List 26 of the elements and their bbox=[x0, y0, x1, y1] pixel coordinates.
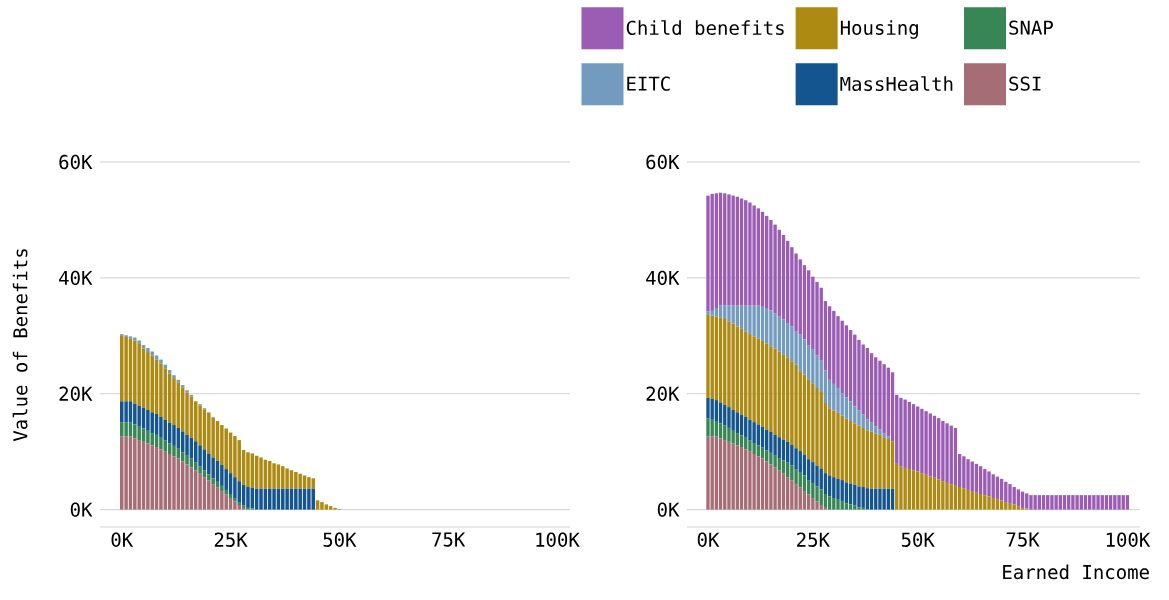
legend-label: Child benefits bbox=[626, 20, 784, 36]
y-tick-label: 20K bbox=[646, 386, 680, 401]
legend-label: SNAP bbox=[1009, 20, 1053, 35]
x-tick-label: 75K bbox=[432, 532, 466, 547]
x-tick-label: 75K bbox=[1006, 532, 1040, 547]
x-tick-label: 0K bbox=[111, 532, 134, 547]
y-tick-label: 40K bbox=[59, 270, 93, 286]
y-axis-title: Value of Benefits bbox=[12, 249, 28, 442]
x-tick-label: 100K bbox=[1106, 532, 1151, 547]
legend-label: MassHealth bbox=[840, 76, 953, 92]
x-tick-label: 25K bbox=[214, 532, 248, 547]
x-tick-label: 0K bbox=[697, 532, 720, 547]
y-tick-label: 60K bbox=[59, 154, 93, 170]
x-axis-title: Earned Income bbox=[1003, 564, 1149, 580]
y-tick-label: 0K bbox=[657, 502, 680, 517]
y-tick-label: 60K bbox=[646, 154, 680, 170]
legend-label: EITC bbox=[627, 76, 670, 91]
y-tick-label: 20K bbox=[59, 386, 93, 401]
y-tick-label: 40K bbox=[646, 270, 680, 286]
x-tick-label: 100K bbox=[536, 532, 580, 547]
x-tick-label: 25K bbox=[797, 532, 830, 547]
legend-label: SSI bbox=[1009, 76, 1041, 91]
y-tick-label: 0K bbox=[70, 502, 93, 517]
x-tick-label: 50K bbox=[323, 532, 357, 547]
x-tick-label: 50K bbox=[901, 532, 935, 547]
legend-label: Housing bbox=[840, 20, 918, 39]
